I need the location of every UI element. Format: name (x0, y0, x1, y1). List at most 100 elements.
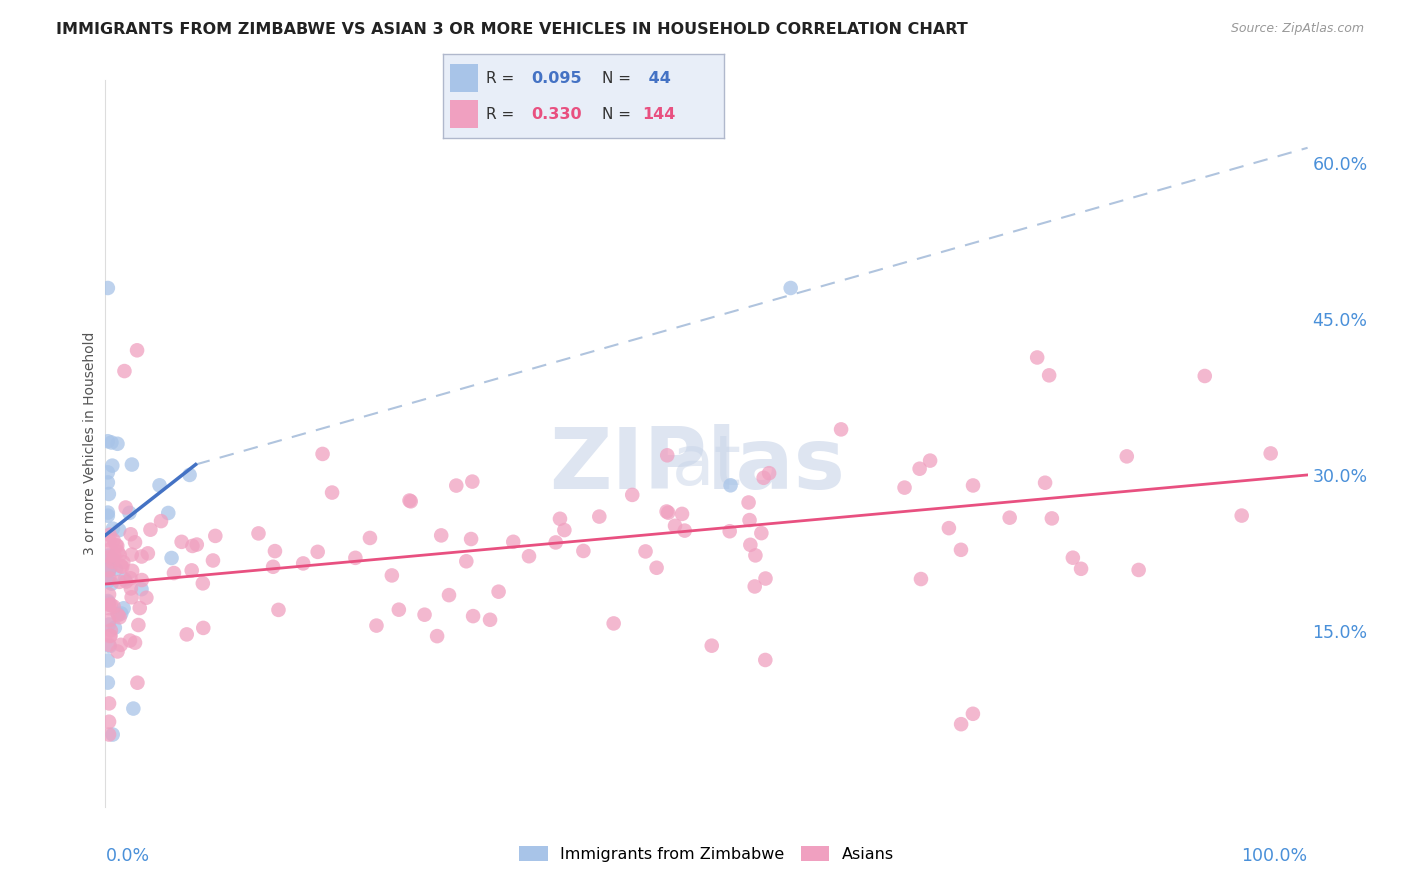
Point (120, 527, 142, 541)
Point (118, 633, 141, 648)
Point (98, 563, 121, 577)
Point (122, 701, 145, 715)
Text: N =: N = (602, 107, 636, 122)
Point (437, 588, 460, 602)
Point (108, 610, 131, 624)
Point (1026, 351, 1049, 365)
Point (108, 523, 131, 537)
Point (938, 521, 960, 535)
Point (101, 458, 124, 473)
Y-axis label: 3 or more Vehicles in Household: 3 or more Vehicles in Household (83, 332, 97, 556)
Point (247, 526, 270, 541)
Point (103, 533, 125, 548)
Point (111, 560, 134, 574)
Text: las: las (707, 424, 845, 507)
Point (120, 582, 142, 596)
Point (191, 576, 214, 591)
Point (204, 529, 226, 543)
Point (180, 563, 202, 577)
Point (910, 572, 932, 586)
Point (1038, 368, 1060, 383)
Point (103, 599, 125, 614)
Point (718, 524, 741, 539)
Point (124, 535, 146, 549)
Point (97, 281, 120, 295)
Point (114, 500, 136, 515)
Point (114, 573, 136, 587)
Point (998, 510, 1021, 524)
Point (830, 422, 852, 436)
Point (740, 538, 762, 552)
Point (97, 653, 120, 667)
Point (754, 572, 776, 586)
Point (150, 514, 173, 528)
Point (98, 571, 121, 585)
Text: 100.0%: 100.0% (1241, 847, 1308, 865)
Point (118, 506, 141, 520)
Point (98, 527, 121, 541)
Text: R =: R = (486, 70, 520, 86)
Point (98, 697, 121, 711)
Point (98, 629, 121, 643)
Text: N =: N = (602, 70, 636, 86)
Point (97, 617, 120, 632)
Point (456, 554, 478, 568)
Point (517, 549, 540, 564)
Point (548, 512, 571, 526)
Point (307, 545, 329, 559)
Point (170, 534, 193, 549)
Point (949, 542, 972, 557)
Point (107, 544, 129, 558)
Point (97, 675, 120, 690)
Point (621, 488, 644, 502)
Text: 44: 44 (643, 70, 671, 86)
Point (101, 728, 124, 742)
Point (103, 549, 125, 563)
Point (267, 603, 290, 617)
Point (112, 601, 135, 615)
Point (107, 607, 129, 621)
Point (634, 544, 657, 558)
Point (98, 714, 121, 729)
Point (97, 475, 120, 490)
Point (1070, 562, 1092, 576)
Point (101, 555, 124, 569)
Point (1033, 475, 1056, 490)
Point (100, 435, 122, 450)
Point (98, 639, 121, 653)
Point (97, 574, 120, 589)
Point (645, 561, 668, 575)
Point (720, 478, 742, 492)
Point (671, 507, 693, 521)
Point (344, 550, 367, 565)
Text: at: at (672, 432, 741, 500)
Text: 0.095: 0.095 (531, 70, 582, 86)
Point (359, 531, 381, 545)
Point (446, 478, 468, 492)
Point (893, 481, 915, 495)
Point (121, 548, 143, 562)
Text: 0.0%: 0.0% (105, 847, 149, 865)
Point (193, 621, 215, 635)
Point (110, 559, 132, 574)
Bar (450, 100, 478, 128)
Point (1062, 550, 1084, 565)
Point (657, 448, 679, 462)
Point (673, 524, 696, 538)
Point (107, 437, 129, 451)
Point (136, 546, 159, 560)
Point (502, 534, 524, 549)
Point (148, 478, 170, 492)
Point (664, 518, 686, 533)
Point (98, 561, 121, 575)
Point (105, 539, 128, 553)
Point (97, 596, 120, 610)
Point (186, 537, 208, 551)
Point (114, 364, 136, 378)
Point (139, 523, 162, 537)
Point (100, 624, 122, 638)
Point (121, 458, 143, 472)
Point (292, 557, 315, 571)
Point (127, 675, 149, 690)
Point (962, 478, 984, 492)
